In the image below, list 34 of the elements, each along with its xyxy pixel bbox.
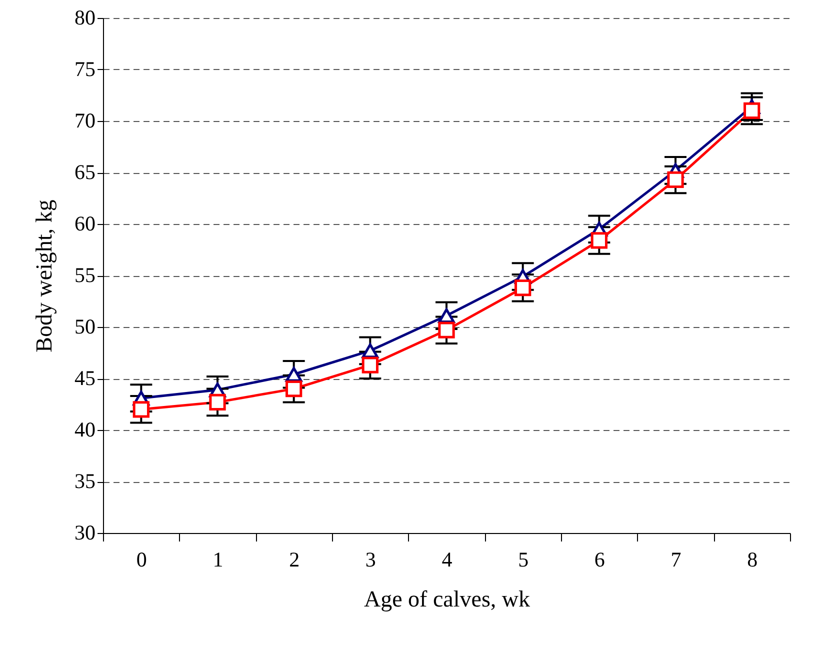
point: [132, 401, 150, 418]
x-tick-label: 8: [747, 548, 758, 572]
y-tick-label: 45: [74, 366, 96, 390]
x-tick-label: 2: [289, 548, 300, 572]
x-tick-label: 6: [594, 548, 605, 572]
point: [514, 280, 532, 296]
x-tick-label: 3: [365, 548, 376, 572]
y-tick-label: 35: [74, 469, 96, 493]
x-axis-title: Age of calves, wk: [364, 586, 531, 612]
x-tick-label: 4: [442, 548, 453, 572]
point: [667, 171, 684, 188]
y-tick-label: 30: [74, 520, 96, 544]
x-tick-label: 0: [136, 548, 147, 572]
point: [744, 102, 760, 120]
y-tick-label: 80: [74, 6, 96, 30]
y-tick-label: 70: [74, 108, 96, 132]
y-tick-label: 75: [74, 57, 96, 81]
y-tick-label: 50: [74, 314, 96, 338]
point: [590, 232, 608, 249]
y-tick-label: 55: [74, 263, 96, 287]
y-tick-label: 40: [74, 418, 96, 442]
point: [286, 367, 302, 382]
point: [209, 394, 226, 411]
x-tick-label: 5: [518, 548, 529, 572]
x-tick-label: 1: [212, 548, 224, 572]
point: [362, 343, 378, 358]
point: [438, 308, 455, 324]
point: [286, 380, 302, 398]
y-axis-title: Body weight, kg: [32, 199, 56, 352]
point: [438, 322, 455, 338]
x-tick-label: 7: [670, 548, 682, 572]
point: [362, 356, 378, 374]
y-tick-label: 60: [74, 212, 96, 236]
y-tick-label: 65: [74, 160, 96, 184]
